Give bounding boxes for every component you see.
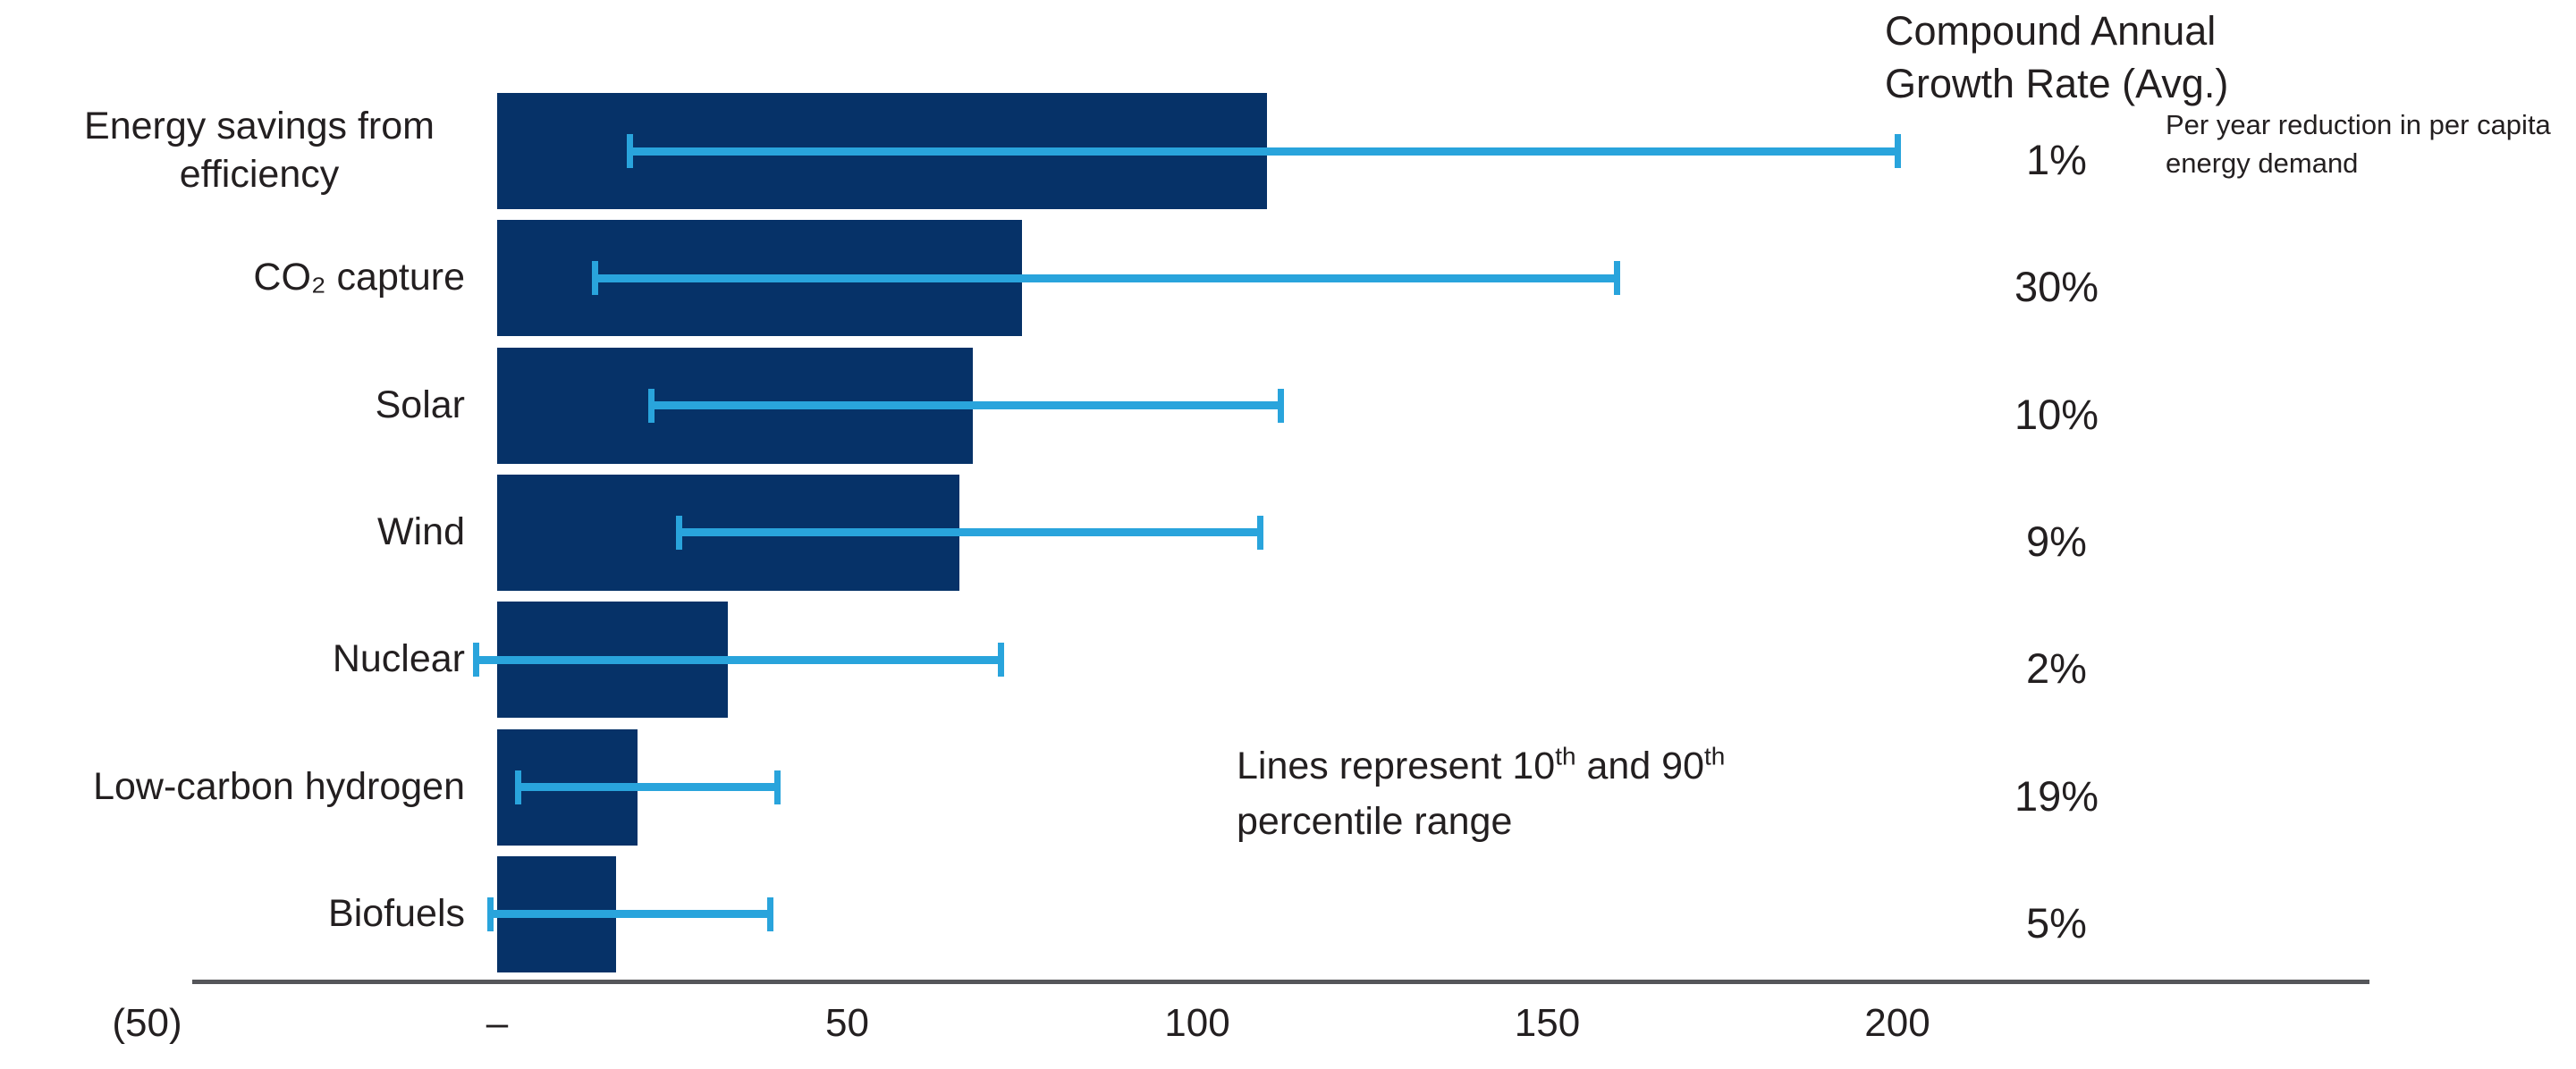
category-label-text: Wind [377,510,465,554]
percentile-whisker-cap [627,134,634,168]
percentile-whisker-cap [773,770,781,804]
percentile-whisker-cap [766,896,773,931]
percentile-whisker-cap [647,388,655,423]
percentile-whisker-cap [592,261,599,296]
note-text-part: Lines represent 10 [1237,745,1556,787]
category-label-text: Biofuels [328,891,465,935]
percentile-whisker-line [490,910,771,919]
percentile-whisker-line [679,528,1261,537]
note-superscript: th [1704,742,1726,770]
category-label: CO₂ capture [54,215,465,341]
x-axis-tick-label: 150 [1514,1001,1581,1045]
percentile-whisker-line [651,401,1281,410]
note-superscript: th [1555,742,1576,770]
x-axis-line [192,980,2369,984]
category-label-text: Energy savings from efficiency [84,105,435,196]
category-label: Solar [54,342,465,469]
percentile-whisker-cap [676,515,683,550]
percentile-whisker-line [629,147,1897,156]
category-label-text: Solar [375,383,465,426]
percentile-whisker-cap [486,896,494,931]
cagr-value: 10% [2014,390,2099,438]
category-label: Low-carbon hydrogen [54,724,465,851]
percentile-whisker-line [595,274,1617,282]
cagr-value: 30% [2014,263,2099,311]
x-axis-tick-label: 100 [1164,1001,1230,1045]
cagr-value: 19% [2014,771,2099,820]
x-axis-tick-label: 200 [1864,1001,1930,1045]
x-axis-tick-label: (50) [112,1001,182,1045]
percentile-whisker-line [476,655,1001,664]
percentile-whisker-cap [1278,388,1285,423]
x-axis-tick-label: – [486,1001,509,1045]
x-axis-tick-label: 50 [825,1001,869,1045]
category-label: Wind [54,469,465,596]
note-text-part: percentile range [1237,800,1513,844]
cagr-value: 2% [2026,644,2087,693]
percentile-whisker-cap [1614,261,1621,296]
cagr-value: 5% [2026,898,2087,947]
percentile-range-note: Lines represent 10th and 90th percentile… [1237,738,1827,850]
cagr-value: 1% [2026,136,2087,183]
percentile-whisker-cap [473,643,479,678]
category-label-text: Low-carbon hydrogen [93,764,465,808]
percentile-whisker-line [518,783,778,791]
efficiency-annotation: Per year reduction in per capita energy … [2166,109,2551,180]
cagr-column-header: Compound Annual Growth Rate (Avg.) [1885,8,2229,106]
percentile-whisker-cap [998,643,1005,678]
percentile-whisker-cap [1894,134,1901,168]
percentile-whisker-cap [514,770,521,804]
note-text-part: and 90 [1575,745,1705,787]
percentile-whisker-cap [1256,515,1263,550]
category-label-text: Nuclear [332,637,465,681]
category-label: Nuclear [54,596,465,723]
category-label-text: CO₂ capture [253,256,465,299]
category-label: Biofuels [54,851,465,978]
cagr-value: 9% [2026,517,2087,565]
category-label: Energy savings from efficiency [54,88,465,215]
